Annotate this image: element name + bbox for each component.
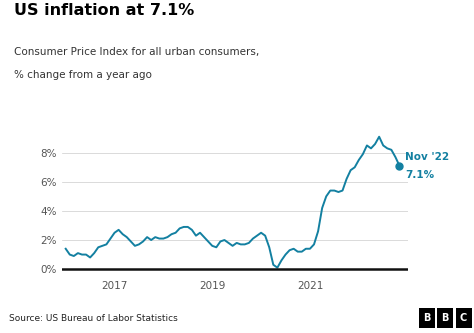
Text: 7.1%: 7.1% — [405, 170, 434, 180]
Text: % change from a year ago: % change from a year ago — [14, 70, 152, 80]
Text: B: B — [423, 313, 430, 323]
Text: B: B — [441, 313, 449, 323]
Text: Source: US Bureau of Labor Statistics: Source: US Bureau of Labor Statistics — [9, 313, 178, 323]
Text: Nov '22: Nov '22 — [405, 152, 449, 162]
FancyBboxPatch shape — [456, 308, 472, 328]
FancyBboxPatch shape — [437, 308, 453, 328]
FancyBboxPatch shape — [419, 308, 435, 328]
Text: C: C — [460, 313, 467, 323]
Text: Consumer Price Index for all urban consumers,: Consumer Price Index for all urban consu… — [14, 47, 259, 57]
Text: US inflation at 7.1%: US inflation at 7.1% — [14, 3, 194, 18]
